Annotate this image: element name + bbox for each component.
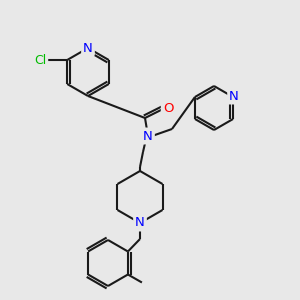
Text: O: O [163, 103, 173, 116]
Text: Cl: Cl [34, 53, 46, 67]
Text: N: N [83, 41, 93, 55]
Text: N: N [143, 130, 153, 142]
Text: N: N [229, 89, 239, 103]
Text: N: N [135, 217, 145, 230]
